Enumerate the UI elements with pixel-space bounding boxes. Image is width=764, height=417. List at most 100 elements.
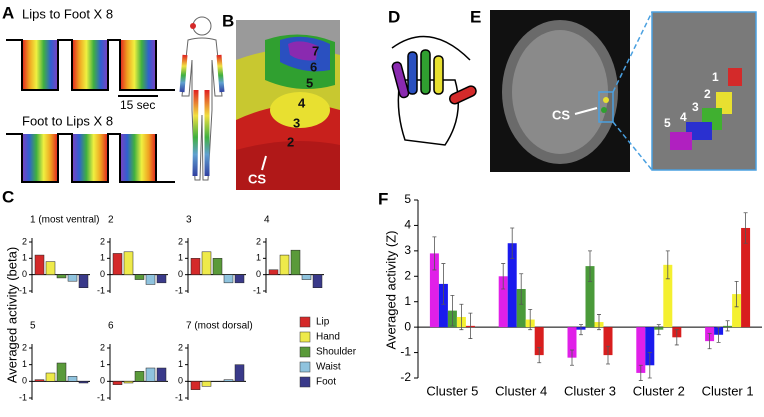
cluster-number: 4 xyxy=(680,110,687,124)
error-bar xyxy=(597,314,601,331)
bar xyxy=(190,258,201,275)
y-tick-label: 0 xyxy=(22,376,27,386)
error-bar xyxy=(716,326,721,343)
bar xyxy=(636,327,646,373)
cluster-number: 3 xyxy=(692,100,699,114)
hand-icon xyxy=(391,35,477,146)
y-tick-label: 2 xyxy=(256,236,261,246)
y-tick-label: 0 xyxy=(22,269,27,279)
error-bar xyxy=(441,263,446,305)
y-tick-label: 0 xyxy=(100,376,105,386)
bar xyxy=(45,372,56,382)
y-tick-label: 1 xyxy=(22,359,27,369)
y-tick-label: -1 xyxy=(175,392,183,402)
bar xyxy=(507,243,517,328)
bar xyxy=(516,289,526,328)
y-tick-label: 1 xyxy=(100,359,105,369)
legend-label: Lip xyxy=(316,317,330,328)
subplot-title: 4 xyxy=(264,215,270,226)
error-bar xyxy=(501,263,506,290)
x-tick-label: Cluster 4 xyxy=(495,383,547,398)
legend-label: Shoulder xyxy=(316,347,357,358)
bar xyxy=(312,274,323,288)
panel-label: F xyxy=(378,189,388,208)
panel-label: B xyxy=(222,11,234,30)
y-axis-label: Averaged activity (beta) xyxy=(4,247,19,383)
error-bar xyxy=(725,320,730,332)
bar xyxy=(585,266,595,328)
bar xyxy=(134,274,145,280)
error-bar xyxy=(665,250,670,280)
error-bar xyxy=(638,364,643,381)
error-bar xyxy=(656,324,661,336)
bar xyxy=(67,376,78,382)
error-bar xyxy=(450,294,455,327)
bar xyxy=(223,379,234,382)
subplot-title: 2 xyxy=(108,215,114,226)
legend-swatch xyxy=(299,331,311,343)
error-bar xyxy=(468,312,473,339)
y-tick-label: -1 xyxy=(19,285,27,295)
error-bar xyxy=(606,345,610,365)
scale-label: 15 sec xyxy=(120,98,155,112)
cluster-number: 5 xyxy=(306,75,313,90)
y-tick-label: 0 xyxy=(178,376,183,386)
y-tick-label: 2 xyxy=(100,236,105,246)
error-bar xyxy=(734,280,739,308)
bar xyxy=(268,269,279,275)
bar xyxy=(190,381,201,390)
y-tick-label: 1 xyxy=(404,294,411,308)
bar xyxy=(741,227,751,328)
legend-swatch xyxy=(299,346,311,358)
bar xyxy=(663,264,673,328)
bar xyxy=(290,249,301,275)
bar xyxy=(429,253,439,328)
bar xyxy=(156,274,167,284)
y-tick-label: 5 xyxy=(404,192,411,206)
y-tick-label: -1 xyxy=(400,345,411,359)
bar xyxy=(645,327,655,366)
bar xyxy=(45,261,56,275)
y-tick-label: 2 xyxy=(22,236,27,246)
bar xyxy=(201,381,212,387)
x-tick-label: Cluster 3 xyxy=(564,383,616,398)
bar xyxy=(301,274,312,280)
bar xyxy=(201,251,212,275)
y-tick-label: 4 xyxy=(404,218,411,232)
y-tick-label: 1 xyxy=(22,253,27,263)
error-bar xyxy=(519,273,524,305)
subplot-title: 3 xyxy=(186,215,192,226)
error-bar xyxy=(743,212,748,244)
y-tick-label: -1 xyxy=(253,285,261,295)
bar xyxy=(78,274,89,288)
y-tick-label: 2 xyxy=(100,342,105,352)
error-bar xyxy=(510,227,515,259)
stimulus-schematic xyxy=(6,133,175,183)
subplot-title: 6 xyxy=(108,321,114,332)
bar xyxy=(212,258,223,275)
brain-slice xyxy=(490,10,757,172)
y-tick-label: 0 xyxy=(256,269,261,279)
bar xyxy=(67,274,78,282)
panel-title: Foot to Lips X 8 xyxy=(22,113,113,128)
subplot-title: 7 (most dorsal) xyxy=(186,321,253,332)
y-tick-label: 0 xyxy=(178,269,183,279)
cluster-number: 2 xyxy=(287,134,294,149)
error-bar xyxy=(674,329,679,346)
x-tick-label: Cluster 1 xyxy=(702,383,754,398)
bar xyxy=(145,274,156,285)
arrow xyxy=(574,107,598,115)
cluster-number: 2 xyxy=(704,87,711,101)
bar xyxy=(34,379,45,382)
cs-label: CS xyxy=(552,107,570,122)
bar xyxy=(603,327,613,356)
x-tick-label: Cluster 5 xyxy=(426,383,478,398)
cluster-number: 5 xyxy=(664,116,671,130)
legend-swatch xyxy=(299,316,311,328)
y-tick-label: 1 xyxy=(178,253,183,263)
error-bar xyxy=(707,333,712,350)
legend-label: Foot xyxy=(316,377,336,388)
bar xyxy=(123,251,134,275)
y-tick-label: 1 xyxy=(256,253,261,263)
